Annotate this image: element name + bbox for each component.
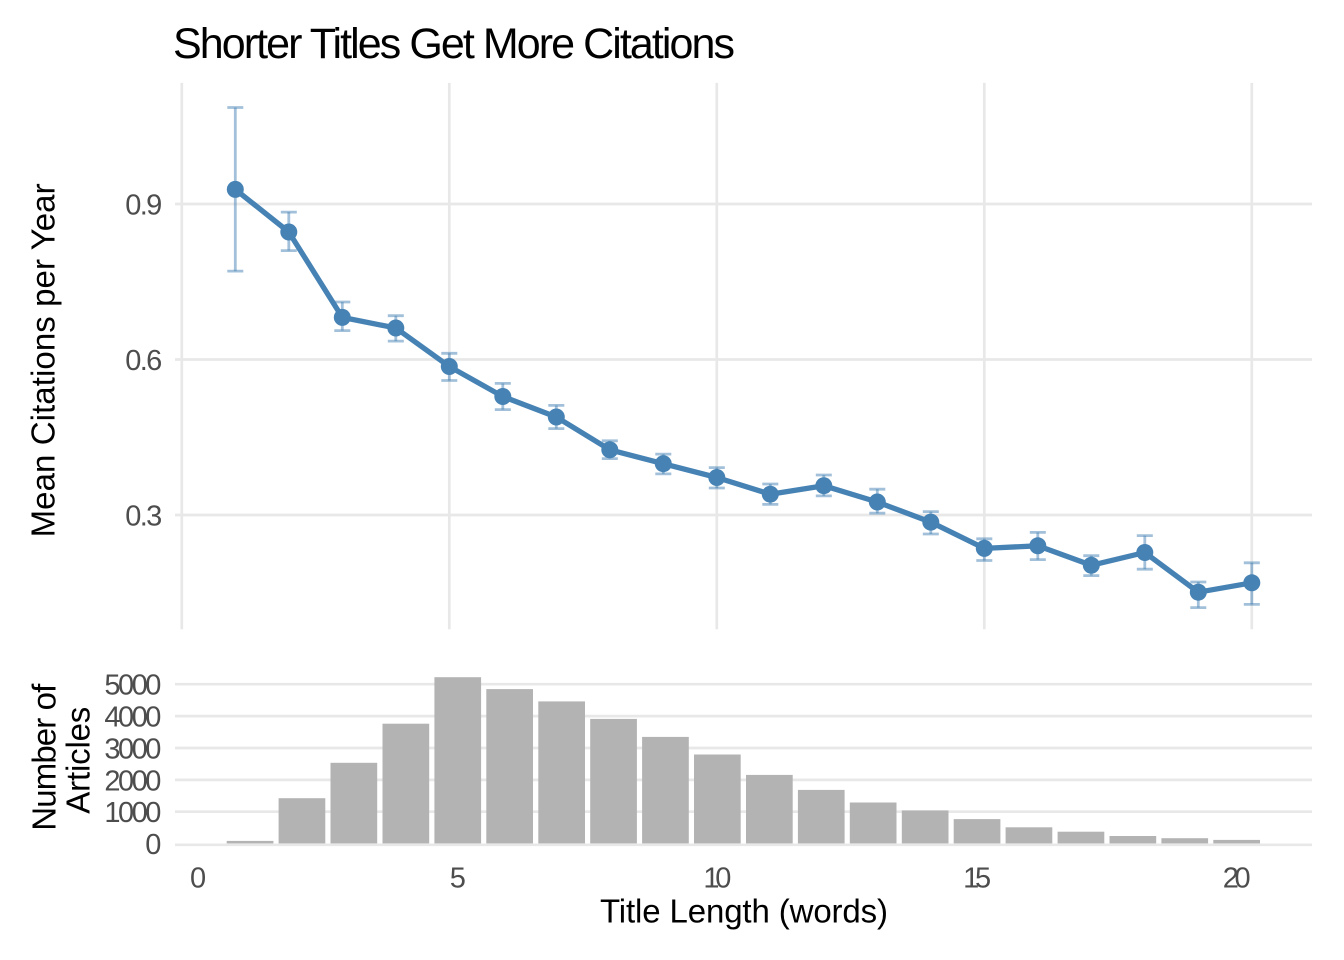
svg-text:2000: 2000	[104, 765, 161, 797]
svg-text:Articles: Articles	[60, 707, 97, 814]
svg-text:Title Length (words): Title Length (words)	[600, 892, 888, 929]
svg-text:Shorter Titles Get More Citati: Shorter Titles Get More Citations	[173, 20, 735, 68]
svg-text:0.6: 0.6	[125, 345, 162, 377]
svg-text:5000: 5000	[104, 670, 161, 702]
svg-text:0.3: 0.3	[125, 501, 162, 533]
svg-text:0: 0	[145, 829, 161, 861]
svg-text:10: 10	[703, 862, 731, 894]
svg-text:1000: 1000	[104, 797, 161, 829]
svg-text:Number of: Number of	[26, 683, 63, 831]
svg-text:4000: 4000	[104, 702, 161, 734]
svg-text:5: 5	[450, 862, 466, 894]
svg-text:0: 0	[190, 862, 206, 894]
svg-text:0.9: 0.9	[125, 190, 162, 222]
svg-text:Mean Citations per Year: Mean Citations per Year	[24, 183, 61, 537]
svg-text:3000: 3000	[104, 734, 161, 766]
svg-text:20: 20	[1223, 862, 1251, 894]
svg-text:15: 15	[963, 862, 991, 894]
